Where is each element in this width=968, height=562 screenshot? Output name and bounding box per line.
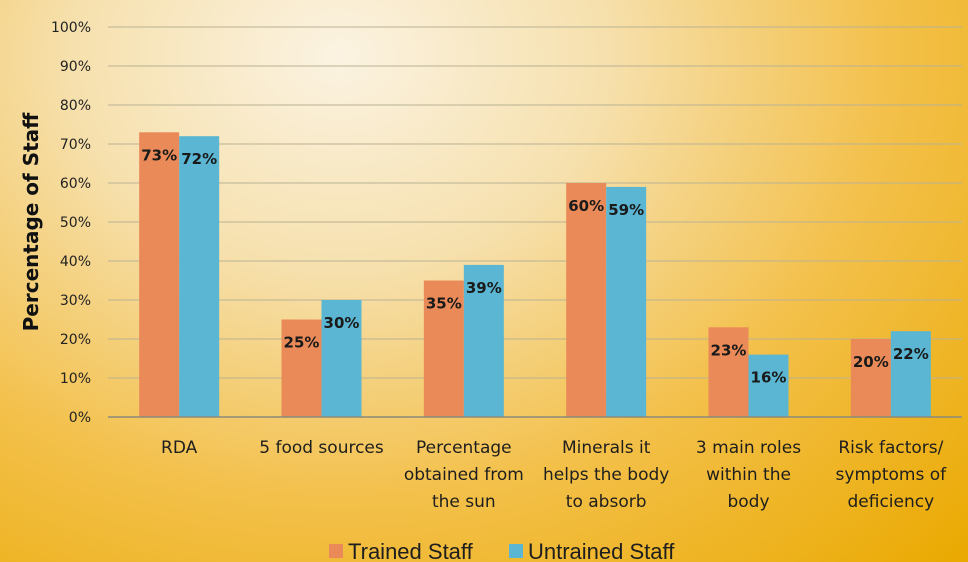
data-label: 72% (181, 150, 217, 168)
y-tick-label: 40% (60, 254, 91, 270)
y-axis-ticks: 0% 10% 20% 30% 40% 50% 60% 70% 80% 90% 100% (51, 20, 91, 426)
data-label: 22% (893, 345, 929, 363)
bar-trained (566, 183, 607, 417)
data-label: 30% (324, 314, 360, 332)
data-labels: 73% 72% 25%30% 35%39% 60% 59% 23%16% 20% 22% (141, 146, 929, 386)
x-category-label: 3 main roles within the body (696, 438, 801, 512)
x-category-line: within the (706, 465, 791, 485)
x-category-line: 3 main roles (696, 438, 801, 458)
x-category-line: obtained from (404, 465, 524, 485)
data-label: 16% (751, 369, 787, 387)
bar-untrained (463, 264, 504, 417)
bar-untrained (606, 186, 647, 417)
legend: Trained Staff Untrained Staff (329, 539, 675, 562)
y-tick-label: 10% (60, 371, 91, 387)
legend-swatch-untrained (509, 544, 523, 558)
data-label: 20% (853, 353, 889, 371)
data-label: 25% (284, 334, 320, 352)
x-category-label: RDA (161, 438, 198, 458)
data-label: 23% (711, 341, 747, 359)
bar-trained (281, 319, 322, 417)
bar-trained (850, 339, 891, 417)
x-category-label: Percentage obtained from the sun (404, 438, 524, 512)
x-category-line: the sun (432, 492, 496, 512)
y-tick-label: 100% (51, 20, 91, 36)
data-label: 39% (466, 279, 502, 297)
y-tick-label: 50% (60, 215, 91, 231)
y-tick-label: 60% (60, 176, 91, 192)
x-category-line: 5 food sources (259, 438, 384, 458)
bars (139, 132, 931, 418)
bar-trained (423, 280, 464, 417)
y-axis-title: Percentage of Staff (19, 112, 43, 332)
legend-label-trained: Trained Staff (348, 539, 474, 562)
y-tick-label: 0% (69, 410, 91, 426)
x-category-line: Percentage (416, 438, 512, 458)
bar-untrained (748, 354, 789, 417)
x-category-line: helps the body (543, 465, 669, 485)
data-label: 59% (608, 201, 644, 219)
bar-trained (139, 132, 180, 418)
bar-untrained (179, 136, 220, 417)
y-tick-label: 90% (60, 59, 91, 75)
x-category-line: Risk factors/ (838, 438, 943, 458)
x-category-label: Risk factors/symptoms of deficiency (836, 438, 948, 512)
x-category-line: to absorb (566, 492, 647, 512)
bar-untrained (321, 300, 362, 417)
bar-trained (708, 327, 749, 417)
x-axis-categories: RDA 5 food sources Percentage obtained from… (161, 438, 947, 512)
x-category-line: symptoms of (836, 465, 948, 485)
bar-untrained (890, 331, 931, 417)
x-category-line: RDA (161, 438, 198, 458)
x-category-label: Minerals it helps the body to absorb (543, 438, 669, 512)
data-label: 73% (141, 146, 177, 164)
x-category-label: 5 food sources (259, 438, 384, 458)
y-tick-label: 70% (60, 137, 91, 153)
data-label: 60% (568, 197, 604, 215)
legend-label-untrained: Untrained Staff (528, 539, 675, 562)
y-tick-label: 30% (60, 293, 91, 309)
x-category-line: body (727, 492, 769, 512)
y-tick-label: 80% (60, 98, 91, 114)
y-tick-label: 20% (60, 332, 91, 348)
data-label: 35% (426, 295, 462, 313)
gridlines (108, 26, 962, 418)
x-category-line: deficiency (847, 492, 934, 512)
x-category-line: Minerals it (562, 438, 651, 458)
legend-swatch-trained (329, 544, 343, 558)
